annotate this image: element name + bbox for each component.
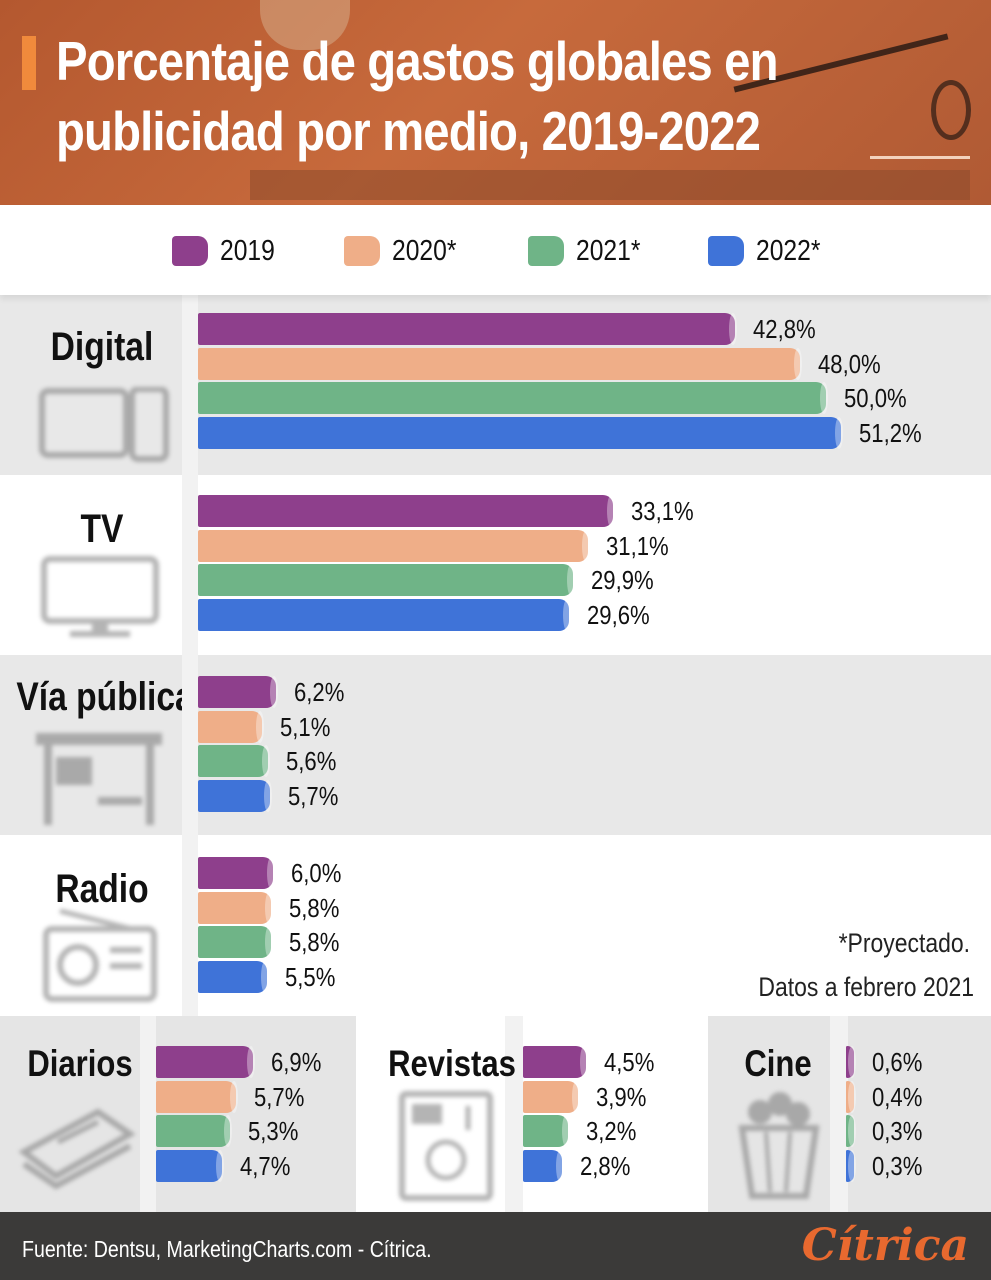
bar-cine-2020 — [846, 1080, 856, 1113]
bar-label-via-publica-2021: 5,6% — [286, 746, 337, 776]
bar-radio-2020 — [198, 891, 273, 924]
bar-label-radio-2022: 5,5% — [285, 961, 336, 992]
bar-axis-revistas — [505, 1016, 523, 1212]
bar-label-digital-2020: 48,0% — [818, 348, 882, 379]
radio-icon — [43, 908, 157, 1002]
bar-radio-2019 — [198, 857, 276, 889]
category-label-cine: Cine — [744, 1043, 812, 1084]
header-banner: Porcentaje de gastos globales en publici… — [0, 0, 991, 205]
bar-label-revistas-2021: 3,2% — [585, 1116, 637, 1146]
bar-diarios-2022 — [156, 1149, 224, 1182]
bar-cine-2021 — [846, 1115, 856, 1147]
category-label-radio: Radio — [55, 867, 149, 911]
bar-via-publica-2020 — [198, 710, 264, 743]
bar-diarios-2020 — [156, 1080, 238, 1113]
bar-via-publica-2019 — [198, 676, 278, 708]
bar-via-publica-2022 — [198, 779, 272, 812]
bar-label-radio-2019: 6,0% — [291, 858, 342, 888]
bar-cine-2022 — [846, 1149, 856, 1182]
bar-digital-2020 — [198, 347, 803, 380]
category-label-via-publica: Vía pública — [16, 675, 194, 719]
bar-label-via-publica-2020: 5,1% — [280, 711, 331, 742]
newspaper-icon — [18, 1108, 136, 1190]
bar-label-tv-2019: 33,1% — [631, 496, 695, 526]
chart-title: Porcentaje de gastos globales en publici… — [56, 26, 830, 166]
note-projected: *Proyectado. — [838, 928, 970, 958]
bar-revistas-2020 — [523, 1080, 580, 1113]
bar-digital-2019 — [198, 313, 738, 345]
bus-stop-icon — [36, 733, 162, 825]
bar-axis-cine — [830, 1016, 848, 1212]
bar-label-radio-2020: 5,8% — [288, 892, 340, 923]
legend-label-2020: 2020* — [392, 235, 457, 267]
title-accent-bar — [22, 36, 36, 90]
legend-swatch-2021 — [528, 236, 564, 266]
bar-label-tv-2020: 31,1% — [606, 530, 669, 561]
bar-label-diarios-2019: 6,9% — [270, 1047, 321, 1077]
bar-axis — [182, 295, 198, 1016]
brand-logo: Cítrica — [801, 1220, 969, 1271]
bar-revistas-2019 — [523, 1046, 588, 1078]
glasses-lens-decoration — [931, 80, 971, 140]
legend: 2019 2020* 2021* 2022* — [0, 205, 991, 295]
desk-photo-decoration — [250, 170, 970, 200]
bar-label-cine-2019: 0,6% — [872, 1047, 923, 1077]
category-label-revistas: Revistas — [388, 1043, 516, 1084]
popcorn-icon — [738, 1092, 820, 1199]
bar-label-via-publica-2022: 5,7% — [287, 780, 338, 811]
bar-diarios-2019 — [156, 1046, 255, 1078]
legend-swatch-2020 — [344, 236, 380, 266]
bar-label-cine-2022: 0,3% — [872, 1150, 923, 1181]
category-label-diarios: Diarios — [27, 1043, 133, 1084]
bar-label-revistas-2020: 3,9% — [595, 1081, 646, 1112]
legend-swatch-2022 — [708, 236, 744, 266]
tv-icon — [41, 556, 159, 637]
bar-label-tv-2021: 29,9% — [591, 565, 654, 595]
bar-label-diarios-2021: 5,3% — [248, 1116, 299, 1146]
bar-axis-diarios — [140, 1016, 156, 1212]
legend-label-2019: 2019 — [220, 235, 275, 267]
devices-icon — [39, 387, 169, 462]
legend-swatch-2019 — [172, 236, 208, 266]
magazine-icon — [399, 1091, 493, 1201]
bar-radio-2022 — [198, 960, 270, 993]
source-text: Fuente: Dentsu, MarketingCharts.com - Cí… — [22, 1236, 432, 1262]
section-via-publica: Vía pública — [0, 655, 991, 835]
bar-label-diarios-2022: 4,7% — [239, 1150, 291, 1181]
bar-label-revistas-2019: 4,5% — [604, 1047, 655, 1077]
bar-tv-2022 — [198, 598, 572, 631]
bar-digital-2021 — [198, 382, 827, 414]
bar-label-diarios-2020: 5,7% — [253, 1081, 305, 1112]
bar-label-revistas-2022: 2,8% — [580, 1150, 631, 1181]
bar-tv-2021 — [198, 564, 576, 596]
bar-revistas-2021 — [523, 1115, 570, 1147]
legend-label-2022: 2022* — [756, 235, 821, 267]
category-label-tv: TV — [80, 507, 124, 551]
title-underline — [870, 156, 970, 159]
bar-tv-2020 — [198, 529, 591, 562]
bar-label-radio-2021: 5,8% — [288, 927, 340, 957]
bar-tv-2019 — [198, 495, 616, 527]
bar-label-tv-2022: 29,6% — [587, 599, 651, 630]
chart-title-line1: Porcentaje de gastos globales en — [56, 30, 779, 92]
bar-digital-2022 — [198, 416, 843, 449]
bar-cine-2019 — [846, 1046, 857, 1078]
bar-label-via-publica-2019: 6,2% — [293, 677, 345, 707]
note-date: Datos a febrero 2021 — [758, 972, 974, 1002]
bar-label-digital-2022: 51,2% — [858, 417, 922, 448]
bar-diarios-2021 — [156, 1115, 233, 1147]
category-label-digital: Digital — [50, 325, 154, 369]
bar-radio-2021 — [198, 926, 273, 958]
bar-revistas-2022 — [523, 1149, 565, 1182]
bar-label-digital-2019: 42,8% — [753, 314, 816, 344]
bar-via-publica-2021 — [198, 745, 271, 777]
bar-label-cine-2020: 0,4% — [872, 1081, 923, 1112]
bar-label-digital-2021: 50,0% — [843, 383, 907, 413]
bar-label-cine-2021: 0,3% — [872, 1116, 923, 1146]
legend-label-2021: 2021* — [576, 235, 641, 267]
footer: Fuente: Dentsu, MarketingCharts.com - Cí… — [0, 1212, 991, 1280]
section-radio: Radio *Proyectado. Datos a febrero 2021 — [0, 835, 991, 1016]
chart-title-line2: publicidad por medio, 2019-2022 — [56, 100, 761, 162]
